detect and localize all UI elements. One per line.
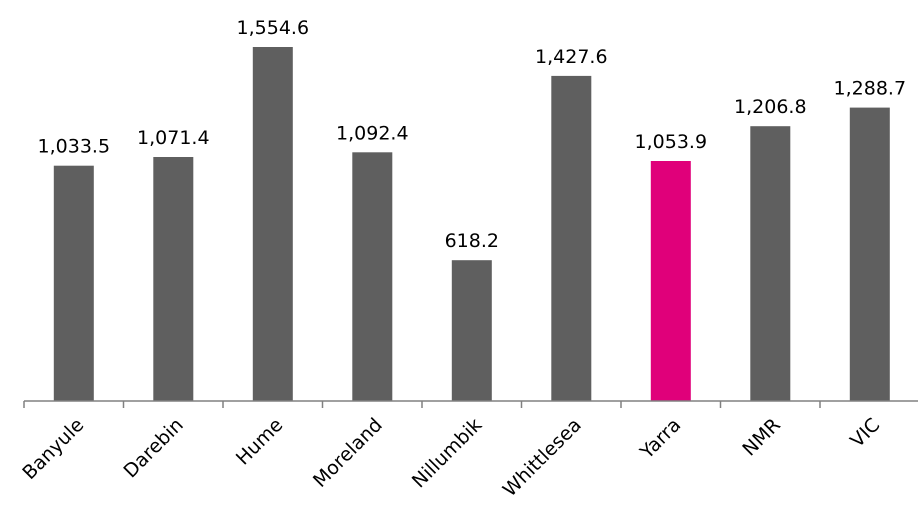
bar-nmr — [750, 126, 790, 401]
x-tick-label-nmr: NMR — [738, 414, 785, 461]
bar-whittlesea — [551, 76, 591, 401]
bar-vic — [850, 108, 890, 401]
bar-hume — [253, 47, 293, 401]
value-label-whittlesea: 1,427.6 — [535, 46, 608, 68]
x-tick-label-nillumbik: Nillumbik — [408, 414, 486, 492]
x-tick-labels: Banyule Darebin Hume Moreland Nillumbik Whitt… — [18, 414, 884, 501]
bar-yarra — [651, 161, 691, 401]
value-label-yarra: 1,053.9 — [635, 131, 708, 153]
bar-darebin — [153, 157, 193, 401]
bar-moreland — [352, 152, 392, 401]
value-label-nillumbik: 618.2 — [445, 230, 499, 252]
bar-nillumbik — [452, 260, 492, 401]
value-label-hume: 1,554.6 — [237, 17, 310, 39]
value-label-vic: 1,288.7 — [834, 78, 907, 100]
value-label-banyule: 1,033.5 — [38, 136, 111, 158]
x-tick-label-darebin: Darebin — [119, 414, 187, 482]
x-tick-label-yarra: Yarra — [635, 414, 685, 464]
value-label-moreland: 1,092.4 — [336, 122, 409, 144]
value-label-darebin: 1,071.4 — [137, 127, 210, 149]
x-axis — [24, 401, 918, 408]
x-tick-label-whittlesea: Whittlesea — [499, 414, 586, 501]
x-tick-label-moreland: Moreland — [309, 414, 387, 492]
x-tick-label-vic: VIC — [846, 414, 884, 452]
bar-banyule — [54, 166, 94, 401]
x-tick-label-hume: Hume — [232, 414, 288, 470]
x-tick-label-banyule: Banyule — [18, 414, 88, 484]
value-label-nmr: 1,206.8 — [734, 96, 807, 118]
